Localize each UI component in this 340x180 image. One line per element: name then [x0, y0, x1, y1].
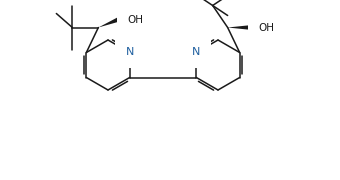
Text: OH: OH: [259, 22, 275, 33]
Text: OH: OH: [128, 15, 143, 24]
Polygon shape: [228, 25, 250, 30]
Text: N: N: [192, 47, 200, 57]
Polygon shape: [98, 17, 119, 28]
Text: N: N: [126, 47, 134, 57]
